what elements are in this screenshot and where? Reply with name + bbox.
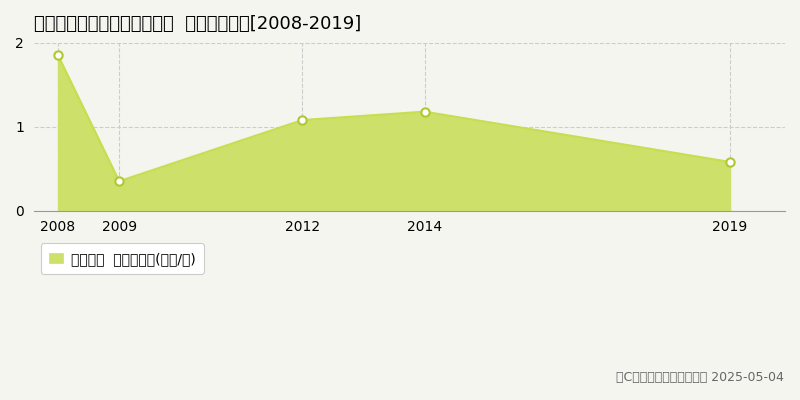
Text: 白糠郡白糠町西庶路東二条南  土地価格推移[2008-2019]: 白糠郡白糠町西庶路東二条南 土地価格推移[2008-2019]	[34, 15, 361, 33]
Legend: 土地価格  平均坪単価(万円/坪): 土地価格 平均坪単価(万円/坪)	[41, 244, 204, 274]
Text: （C）土地価格ドットコム 2025-05-04: （C）土地価格ドットコム 2025-05-04	[616, 371, 784, 384]
